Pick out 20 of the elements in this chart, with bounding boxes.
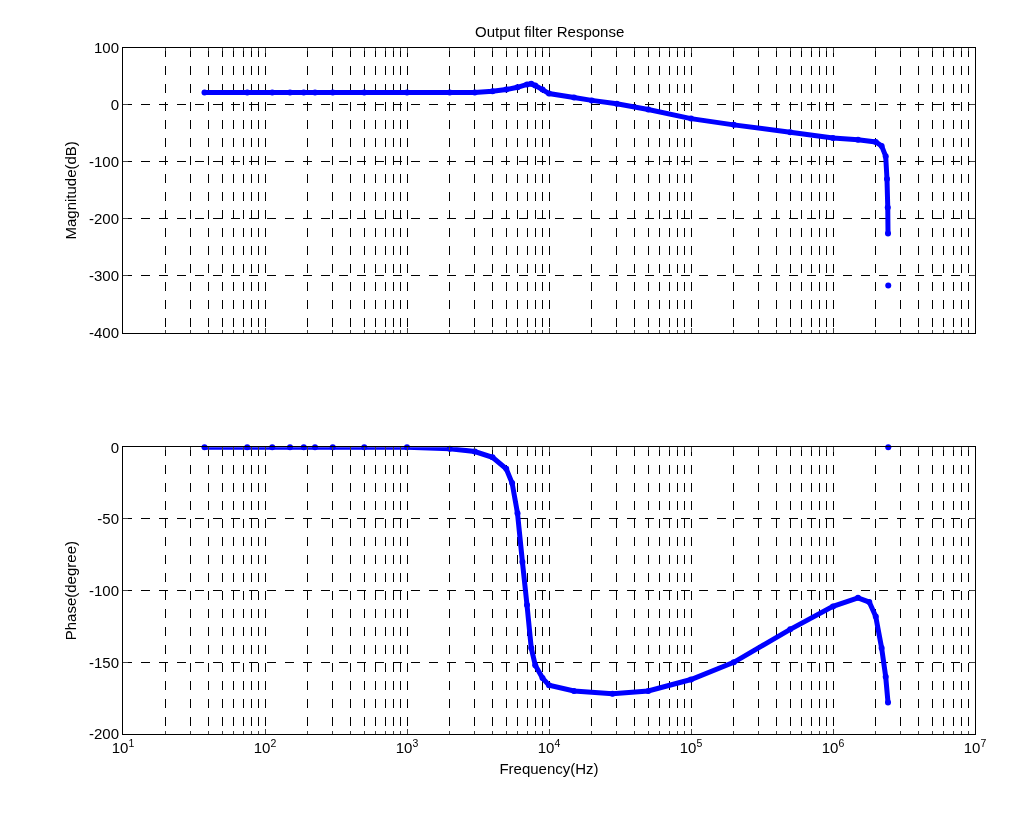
x-tick-label: 10$^{2}$ <box>253 736 277 756</box>
y-tick-label: 0 <box>110 96 119 114</box>
y-tick-label: -100 <box>88 153 119 171</box>
y-tick-label: -200 <box>88 210 119 228</box>
chart-title: Output filter Response <box>475 23 625 40</box>
x-tick-label: 10$^{4}$ <box>537 736 561 756</box>
x-tick-label: 10$^{7}$ <box>963 736 987 756</box>
y-tick-label: -150 <box>88 653 119 671</box>
y-tick-label: -400 <box>88 323 119 341</box>
y-axis-title: Magnitude(dB) <box>62 141 80 240</box>
x-tick-label: 10$^{3}$ <box>395 736 419 756</box>
x-axis-title: Frequency(Hz) <box>499 760 599 777</box>
y-tick-label: 0 <box>110 438 119 456</box>
y-tick-label: -100 <box>88 581 119 599</box>
y-tick-label: 100 <box>93 39 119 57</box>
x-tick-label: 10$^{5}$ <box>679 736 703 756</box>
x-tick-label: 10$^{6}$ <box>821 736 845 756</box>
y-tick-label: -300 <box>88 267 119 284</box>
y-axis-title: Phase(degree) <box>62 541 80 641</box>
y-tick-label: -50 <box>97 510 119 528</box>
